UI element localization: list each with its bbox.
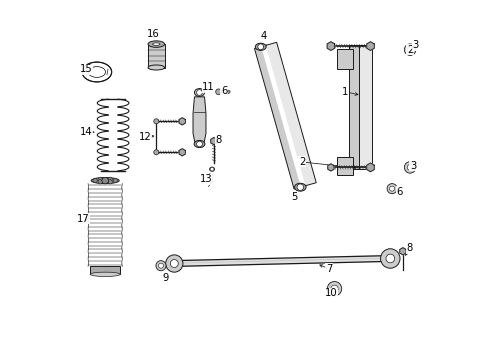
Circle shape — [296, 184, 303, 190]
Text: 15: 15 — [80, 64, 92, 74]
Bar — [90, 266, 120, 274]
Circle shape — [113, 179, 117, 183]
Circle shape — [386, 184, 396, 194]
Circle shape — [257, 44, 263, 50]
Polygon shape — [366, 163, 373, 172]
Ellipse shape — [148, 41, 164, 48]
Bar — [148, 44, 164, 68]
Bar — [337, 49, 352, 69]
Circle shape — [102, 177, 108, 184]
Circle shape — [404, 44, 415, 55]
Circle shape — [385, 254, 394, 263]
Text: 3: 3 — [409, 161, 415, 171]
Text: 3: 3 — [411, 40, 418, 50]
Polygon shape — [179, 118, 185, 125]
Circle shape — [330, 285, 337, 292]
Polygon shape — [366, 42, 373, 50]
Polygon shape — [261, 45, 305, 187]
Ellipse shape — [225, 90, 230, 94]
Polygon shape — [348, 45, 363, 169]
Text: 17: 17 — [77, 213, 90, 224]
Polygon shape — [254, 45, 306, 189]
Ellipse shape — [194, 89, 204, 96]
Polygon shape — [179, 149, 185, 156]
Circle shape — [196, 90, 202, 95]
Text: 2: 2 — [406, 45, 412, 55]
Ellipse shape — [91, 177, 119, 184]
Text: 7: 7 — [325, 264, 332, 274]
Ellipse shape — [152, 43, 160, 45]
Circle shape — [153, 150, 159, 155]
Ellipse shape — [90, 272, 120, 276]
Circle shape — [210, 167, 213, 171]
Circle shape — [389, 186, 394, 191]
Text: 9: 9 — [162, 273, 168, 283]
Circle shape — [326, 282, 341, 296]
Circle shape — [158, 263, 163, 268]
Text: 10: 10 — [324, 288, 337, 298]
Text: 6: 6 — [395, 186, 402, 197]
Ellipse shape — [209, 167, 214, 171]
Ellipse shape — [82, 62, 111, 82]
Text: 8: 8 — [215, 135, 221, 145]
Circle shape — [108, 177, 112, 181]
Circle shape — [165, 255, 183, 272]
Polygon shape — [399, 248, 405, 255]
Circle shape — [156, 261, 166, 271]
Polygon shape — [358, 45, 371, 169]
Circle shape — [215, 89, 221, 95]
Polygon shape — [327, 164, 333, 171]
Text: 8: 8 — [406, 243, 412, 253]
Circle shape — [153, 119, 159, 124]
Polygon shape — [264, 42, 316, 186]
Text: 5: 5 — [290, 192, 297, 202]
Text: 12: 12 — [139, 132, 152, 142]
Ellipse shape — [148, 65, 164, 70]
Text: 13: 13 — [199, 174, 212, 184]
Text: 11: 11 — [202, 82, 214, 93]
Bar — [337, 157, 352, 175]
Ellipse shape — [294, 183, 305, 191]
Text: 1: 1 — [342, 87, 348, 97]
Text: 16: 16 — [146, 29, 159, 39]
Circle shape — [404, 162, 415, 173]
Circle shape — [98, 177, 102, 181]
Ellipse shape — [88, 67, 105, 77]
Circle shape — [98, 180, 102, 184]
Circle shape — [108, 180, 112, 184]
Ellipse shape — [194, 140, 204, 148]
Polygon shape — [210, 138, 217, 145]
Polygon shape — [193, 97, 205, 144]
Circle shape — [407, 47, 412, 53]
Text: 2: 2 — [298, 157, 305, 167]
Circle shape — [380, 249, 399, 268]
Ellipse shape — [255, 43, 265, 50]
Circle shape — [170, 260, 178, 267]
Circle shape — [93, 179, 97, 183]
Polygon shape — [174, 256, 389, 266]
Polygon shape — [326, 42, 334, 50]
Circle shape — [407, 165, 412, 170]
Text: 14: 14 — [80, 127, 92, 137]
Text: 6: 6 — [221, 86, 227, 96]
Circle shape — [196, 141, 202, 147]
Text: 4: 4 — [260, 31, 266, 41]
